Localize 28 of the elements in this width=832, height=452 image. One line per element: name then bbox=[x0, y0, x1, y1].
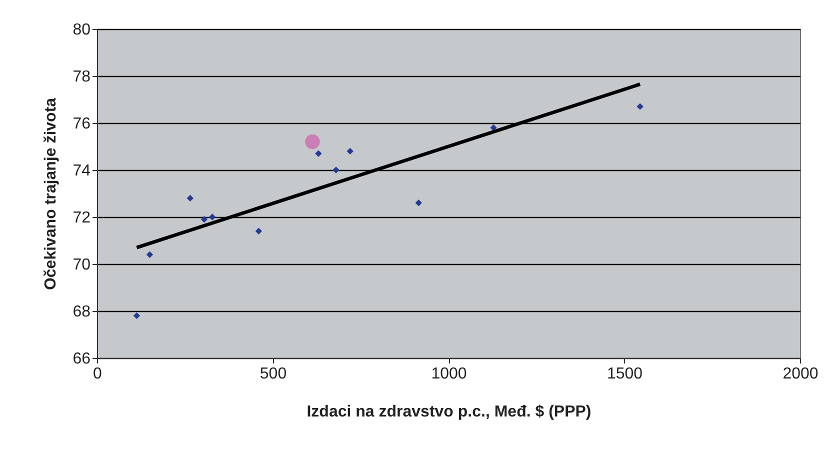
point bbox=[315, 150, 322, 157]
x-tick-label: 1500 bbox=[606, 366, 643, 382]
point bbox=[490, 124, 497, 132]
x-tick-label: 500 bbox=[260, 366, 287, 382]
point bbox=[146, 251, 154, 258]
point bbox=[255, 228, 262, 234]
y-axis-title: Očekivano trajanje života bbox=[42, 98, 60, 290]
y-tick-label: 76 bbox=[72, 116, 91, 132]
x-tick-label: 2000 bbox=[782, 366, 818, 382]
y-tick-label: 68 bbox=[72, 304, 91, 320]
point bbox=[305, 134, 320, 150]
point bbox=[415, 200, 422, 206]
point bbox=[636, 103, 644, 110]
x-tick-label: 0 bbox=[93, 366, 102, 382]
x-tick-label: 1000 bbox=[431, 366, 467, 382]
point bbox=[208, 214, 216, 220]
y-tick-label: 78 bbox=[72, 68, 91, 86]
point bbox=[346, 148, 354, 155]
y-tick-label: 80 bbox=[72, 22, 91, 38]
x-axis-title: Izdaci na zdravstvo p.c., Međ. $ (PPP) bbox=[306, 404, 592, 420]
y-tick-label: 74 bbox=[72, 162, 91, 180]
point bbox=[200, 216, 208, 223]
y-tick-label: 72 bbox=[72, 210, 91, 226]
y-tick-label: 66 bbox=[72, 350, 91, 368]
point bbox=[186, 194, 194, 202]
point bbox=[133, 312, 140, 320]
point bbox=[332, 166, 340, 174]
y-tick-label: 70 bbox=[72, 256, 91, 274]
